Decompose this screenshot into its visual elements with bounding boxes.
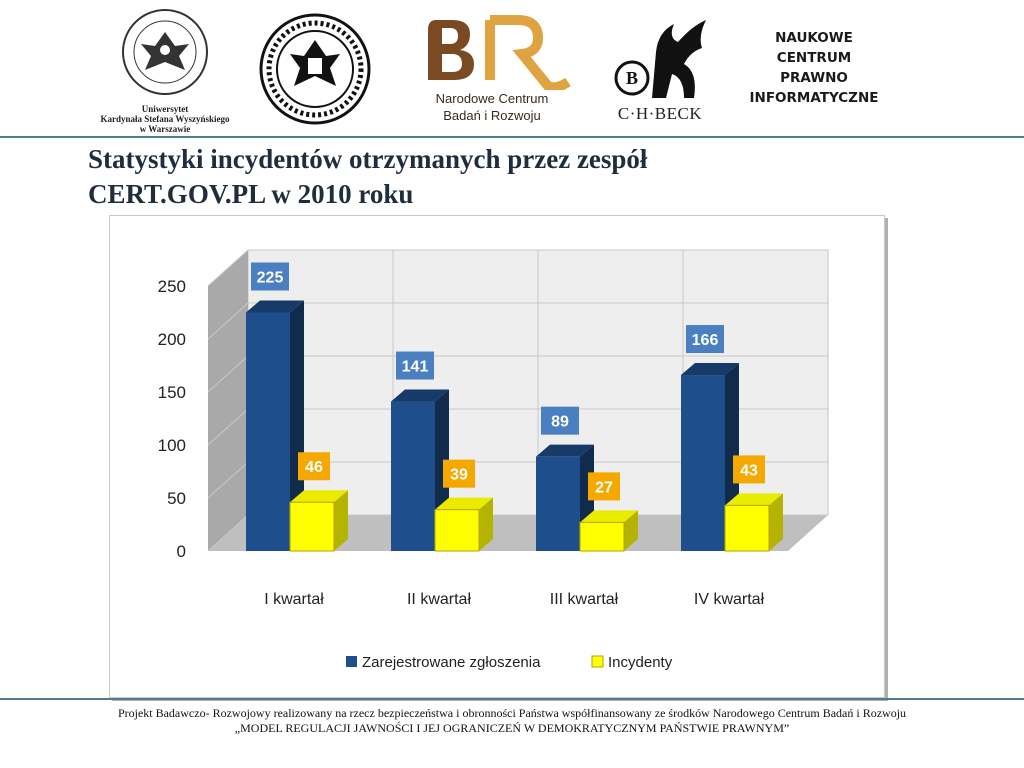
ncpi-line-3: PRAWNO: [780, 70, 848, 86]
data-label: 39: [450, 467, 468, 484]
chart-floor: [208, 515, 828, 551]
y-tick-label: 200: [158, 330, 186, 349]
logo-wratislaviensis: [258, 12, 372, 126]
footer-divider: [0, 698, 1024, 700]
gridline: [207, 302, 828, 340]
footer: Projekt Badawczo- Rozwojowy realizowany …: [0, 706, 1024, 736]
uksw-line-3: w Warszawie: [139, 124, 191, 134]
data-label: 225: [257, 270, 284, 287]
data-label: 89: [551, 414, 569, 431]
data-label-box: [588, 472, 620, 501]
footer-line-2: „MODEL REGULACJI JAWNOŚCI I JEJ OGRANICZ…: [234, 721, 790, 735]
bar: [536, 456, 580, 551]
bar-top: [290, 490, 348, 503]
data-label-box: [396, 351, 434, 380]
bar-side: [290, 300, 304, 551]
bar-top: [580, 510, 638, 523]
bar-top: [391, 389, 449, 402]
title-line-1: Statystyki incydentów otrzymanych przez …: [88, 144, 648, 174]
y-tick-label: 150: [158, 383, 186, 402]
chbeck-text: C·H·BECK: [617, 104, 703, 123]
legend-label: Zarejestrowane zgłoszenia: [362, 654, 541, 671]
ncbr-line-2: Badań i Rozwoju: [443, 108, 541, 123]
bar-top: [246, 300, 304, 313]
data-label: 43: [740, 462, 758, 479]
bar: [246, 312, 290, 551]
data-label-box: [541, 406, 579, 435]
bar-chart: 0 50 100 150 200 250 225 46 I kwartał 141 39 II kwa…: [158, 249, 829, 671]
logo-chbeck: B C·H·BECK: [608, 12, 712, 130]
logo-ncbr: Narodowe Centrum Badań i Rozwoju: [398, 10, 586, 130]
bar-side: [624, 510, 638, 551]
bar-side: [334, 490, 348, 551]
bar: [681, 375, 725, 551]
ncbr-line-1: Narodowe Centrum: [435, 91, 549, 106]
data-label-box: [733, 455, 765, 484]
uksw-line-2: Kardynała Stefana Wyszyńskiego: [100, 114, 230, 124]
bar: [724, 504, 770, 552]
bar-top: [725, 493, 783, 506]
bar-side: [479, 497, 493, 551]
legend-swatch: [591, 655, 604, 668]
data-label-box: [251, 262, 289, 291]
header-logos: Uniwersytet Kardynała Stefana Wyszyńskie…: [0, 0, 1024, 136]
y-tick-label: 250: [158, 277, 186, 296]
bar: [579, 521, 625, 552]
br-monogram-icon: [428, 15, 571, 90]
x-tick-label: III kwartał: [550, 591, 619, 608]
bar-side: [769, 493, 783, 551]
griffin-icon: B: [614, 20, 706, 98]
bar: [391, 401, 435, 551]
title-line-2: CERT.GOV.PL w 2010 roku: [88, 179, 414, 209]
y-tick-label: 100: [158, 436, 186, 455]
data-label-box: [686, 325, 724, 354]
bar: [289, 501, 335, 552]
footer-line-1: Projekt Badawczo- Rozwojowy realizowany …: [117, 706, 907, 720]
header-divider: [0, 136, 1024, 138]
chart-frame: 0 50 100 150 200 250 225 46 I kwartał 141 39 II kwa…: [109, 215, 885, 698]
uksw-line-1: Uniwersytet: [141, 104, 189, 114]
x-tick-label: II kwartał: [407, 591, 471, 608]
x-tick-label: IV kwartał: [694, 591, 765, 608]
y-tick-label: 0: [177, 542, 186, 561]
ncpi-line-2: CENTRUM: [776, 50, 852, 66]
university-seal-icon: [259, 13, 371, 125]
uksw-seal-icon: [122, 9, 208, 95]
legend-swatch: [346, 656, 357, 667]
data-label: 166: [692, 332, 719, 349]
data-label: 46: [305, 459, 323, 476]
ncpi-line-4: INFORMATYCZNE: [749, 90, 879, 106]
data-label-box: [443, 459, 475, 488]
bar: [434, 509, 480, 552]
ncpi-line-1: NAUKOWE: [775, 30, 853, 46]
chart-side-wall: [208, 250, 248, 551]
gridline: [207, 249, 828, 287]
x-tick-label: I kwartał: [264, 591, 324, 608]
logo-ncpi: NAUKOWE CENTRUM PRAWNO INFORMATYCZNE: [738, 28, 890, 108]
bar-top: [536, 444, 594, 457]
svg-text:B: B: [626, 68, 638, 88]
y-tick-label: 50: [167, 489, 186, 508]
legend-label: Incydenty: [608, 654, 673, 671]
page-title: Statystyki incydentów otrzymanych przez …: [88, 142, 988, 212]
data-label-box: [298, 452, 330, 481]
data-label: 27: [595, 479, 613, 496]
bar-top: [681, 363, 739, 376]
bar-top: [435, 497, 493, 510]
logo-uksw: Uniwersytet Kardynała Stefana Wyszyńskie…: [95, 6, 235, 134]
data-label: 141: [402, 359, 429, 376]
